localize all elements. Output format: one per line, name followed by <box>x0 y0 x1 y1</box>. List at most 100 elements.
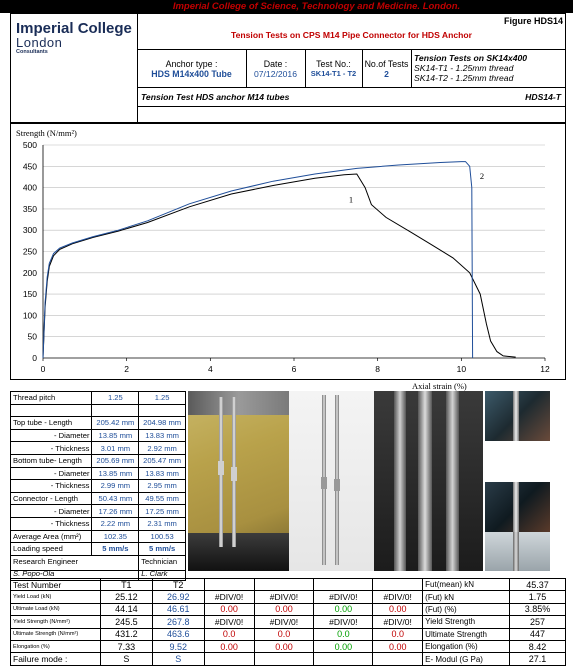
summary-label: Elongation (%) <box>422 639 511 654</box>
specimen-row <box>9 403 186 418</box>
results-row: Yield Load (kN) 25.12 26.92 #DIV/0! #DIV/0! #… <box>10 590 566 604</box>
x-tick-label: 0 <box>41 364 46 374</box>
specimen-value-t1: 5 mm/s <box>91 542 140 556</box>
results-row: Failure mode : S S E- Modul (G Pa) 27.1 <box>10 652 566 666</box>
specimen-label: Loading speed <box>9 542 93 556</box>
summary-value: 447 <box>509 627 566 641</box>
results-label: Elongation (%) <box>10 639 101 654</box>
results-header-row: Test Number T1 T2 Fut(mean) kN 45.37 <box>10 577 566 592</box>
specimen-value-t2: 2.95 mm <box>138 479 186 493</box>
specimen-photo-yellow <box>188 391 289 571</box>
specimen-label: - Diameter <box>9 428 93 443</box>
no-tests-value: 2 <box>384 69 389 79</box>
summary-label: (Fut) kN <box>422 590 511 604</box>
specimen-label <box>9 403 93 418</box>
specimen-value-t2: 204.98 mm <box>138 416 186 430</box>
results-header-cell <box>253 577 315 592</box>
subtitle-code: HDS14-T <box>525 92 561 102</box>
results-label: Failure mode : <box>10 652 101 666</box>
specimen-value-t1: 1.25 <box>91 391 140 405</box>
results-label: Ultimate Load (kN) <box>10 602 101 617</box>
results-value <box>313 652 374 666</box>
specimen-value-t1: 102.35 <box>91 529 140 544</box>
y-tick-label: 450 <box>23 161 37 171</box>
y-tick-label: 300 <box>23 225 37 235</box>
results-value <box>372 652 424 666</box>
machine-photo-side <box>485 532 550 571</box>
results-value: 26.92 <box>151 590 205 604</box>
results-header-cell: T1 <box>99 577 153 592</box>
y-tick-label: 0 <box>32 353 37 363</box>
specimen-value-t2: 2.31 mm <box>138 516 186 531</box>
results-value: 0.00 <box>313 602 374 617</box>
summary-label: E- Modul (G Pa) <box>422 652 511 666</box>
specimen-row: - Thickness 2.22 mm 2.31 mm <box>9 516 186 531</box>
results-value: 0.0 <box>203 627 255 641</box>
specimen-row: Top tube - Length 205.42 mm 204.98 mm <box>9 416 186 430</box>
results-value: 0.00 <box>253 602 315 617</box>
series-line-2 <box>42 161 474 359</box>
chart-frame <box>10 123 566 380</box>
anchor-type-label: Anchor type : <box>165 59 218 69</box>
results-value: 0.00 <box>253 639 315 654</box>
results-label: Ultimate Strength (N/mm²) <box>10 627 101 641</box>
specimen-row: Loading speed 5 mm/s 5 mm/s <box>9 542 186 556</box>
results-value: 46.61 <box>151 602 205 617</box>
results-row: Yield Strength (N/mm²) 245.5 267.8 #DIV/0! #… <box>10 615 566 629</box>
specimen-value-t1: 13.85 mm <box>91 466 140 481</box>
results-table: Test Number T1 T2 Fut(mean) kN 45.37 Yield Lo… <box>10 577 566 666</box>
specimen-value-t2: 13.83 mm <box>138 466 186 481</box>
logo-line-1: Imperial College <box>16 20 132 37</box>
date-value: 07/12/2016 <box>253 69 297 79</box>
results-value: S <box>99 652 153 666</box>
results-value <box>203 652 255 666</box>
summary-label: Ultimate Strength <box>422 627 511 641</box>
results-label: Yield Strength (N/mm²) <box>10 615 101 629</box>
figure-label: Figure HDS14 <box>503 16 563 26</box>
notes-line-1: SK14-T1 - 1.25mm thread <box>414 63 514 73</box>
technician-label: Technician <box>138 554 186 568</box>
series-line-1 <box>42 173 516 359</box>
summary-value: 8.42 <box>509 639 566 654</box>
summary-label: (Fut) (%) <box>422 602 511 617</box>
specimen-label: Bottom tube- Length <box>9 453 93 468</box>
specimen-label: Thread pitch <box>9 391 93 405</box>
y-tick-label: 250 <box>23 247 37 257</box>
results-header-cell: T2 <box>151 577 205 592</box>
results-value: 431.2 <box>99 627 153 641</box>
results-value: 0.00 <box>203 639 255 654</box>
results-value: 0.00 <box>203 602 255 617</box>
results-value: 25.12 <box>99 590 153 604</box>
machine-photo-top <box>485 391 550 441</box>
x-tick-label: 4 <box>208 364 213 374</box>
x-tick-label: 10 <box>457 364 467 374</box>
subtitle: Tension Test HDS anchor M14 tubes <box>141 92 290 102</box>
notes-title: Tension Tests on SK14x400 <box>414 53 528 63</box>
specimen-row: - Diameter 13.85 mm 13.83 mm <box>9 466 186 481</box>
results-value: 0.00 <box>313 639 374 654</box>
y-tick-label: 100 <box>23 310 37 320</box>
x-tick-label: 2 <box>124 364 129 374</box>
results-row: Ultimate Load (kN) 44.14 46.61 0.00 0.00 0.00… <box>10 602 566 617</box>
date-label: Date : <box>263 59 288 69</box>
summary-value: 1.75 <box>509 590 566 604</box>
specimen-label: Connector - Length <box>9 491 93 506</box>
specimen-value-t2: 5 mm/s <box>138 542 186 556</box>
specimen-label: - Diameter <box>9 504 93 518</box>
notes-line-2: SK14-T2 - 1.25mm thread <box>414 73 514 83</box>
results-value: 44.14 <box>99 602 153 617</box>
logo-line-3: Consultants <box>16 49 48 55</box>
results-value: #DIV/0! <box>313 590 374 604</box>
specimen-value-t1: 2.99 mm <box>91 479 140 493</box>
results-row: Ultimate Strength (N/mm²) 431.2 463.6 0.0 0.… <box>10 627 566 641</box>
specimen-value-t1: 205.42 mm <box>91 416 140 430</box>
summary-value: 27.1 <box>509 652 566 666</box>
results-header-cell <box>372 577 424 592</box>
specimen-row: Bottom tube- Length 205.69 mm 205.47 mm <box>9 453 186 468</box>
specimen-label: - Diameter <box>9 466 93 481</box>
header-block <box>10 13 566 123</box>
specimen-label: - Thickness <box>9 479 93 493</box>
y-tick-label: 400 <box>23 183 37 193</box>
results-value: 0.0 <box>313 627 374 641</box>
results-row: Elongation (%) 7.33 9.52 0.00 0.00 0.00 0.00 El… <box>10 639 566 654</box>
